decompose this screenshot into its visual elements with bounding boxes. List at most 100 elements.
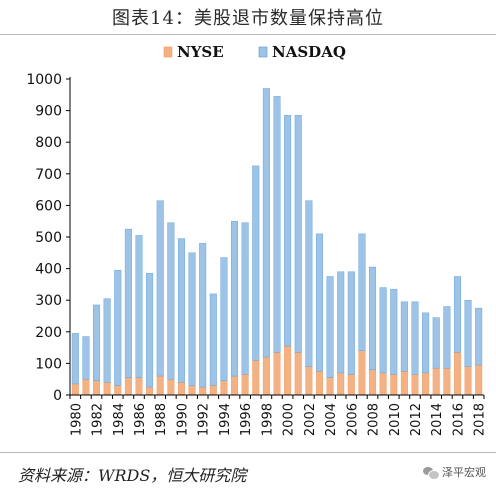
bar-nasdaq-1995 [231,220,239,377]
bar-nasdaq-2011 [400,301,408,372]
bar-nyse-1989 [167,379,175,396]
bar-nyse-1993 [209,385,217,396]
bar-nasdaq-1990 [177,238,185,383]
title-bar: 图表14：美股退市数量保持高位 [0,0,496,35]
x-tick-label-1982: 1982 [91,403,106,436]
bar-nyse-2018 [475,364,483,396]
x-tick-label-1990: 1990 [175,403,190,436]
y-tick-label-100: 100 [35,356,62,372]
bar-nasdaq-2008 [369,266,377,370]
bar-nasdaq-2017 [464,300,472,367]
bar-nyse-1988 [156,375,164,396]
bar-nyse-1985 [124,377,132,396]
bar-nasdaq-1993 [209,293,217,386]
x-tick-label-1996: 1996 [239,403,254,436]
bar-nyse-2011 [400,371,408,396]
y-tick-label-500: 500 [35,230,62,246]
chart-title: 图表14：美股退市数量保持高位 [112,8,384,29]
x-tick-label-2016: 2016 [451,403,466,436]
x-tick-label-1986: 1986 [133,403,148,436]
bar-nasdaq-1996 [241,222,249,375]
wechat-icon [423,466,440,480]
bar-nyse-1986 [135,377,143,396]
x-tick-label-2004: 2004 [324,403,339,436]
y-tick-label-1000: 1000 [26,72,62,88]
bar-nasdaq-1994 [220,257,228,381]
legend-label-nasdaq: NASDAQ [272,43,346,61]
bar-nyse-1982 [93,380,101,396]
bar-nyse-1987 [146,386,154,396]
y-tick-label-300: 300 [35,293,62,309]
bar-nasdaq-2010 [390,288,398,375]
x-tick-label-2000: 2000 [282,403,297,436]
bar-nyse-1984 [114,385,122,396]
bar-nyse-2007 [358,350,366,396]
bar-nasdaq-2013 [422,312,430,374]
bar-nasdaq-1999 [273,96,281,353]
bar-nyse-2013 [422,372,430,396]
bar-nasdaq-2007 [358,233,366,351]
bar-nasdaq-2014 [432,317,440,369]
bar-nyse-2016 [453,352,461,396]
legend-swatch-nyse [163,46,173,58]
bar-nyse-2001 [294,352,302,396]
bar-nyse-2012 [411,374,419,396]
watermark: 泽平宏观 [423,464,486,480]
bar-nasdaq-1986 [135,235,143,378]
bar-nasdaq-1987 [146,273,154,388]
bar-nyse-2002 [305,366,313,396]
legend-swatch-nasdaq [258,46,268,58]
y-tick-label-800: 800 [35,135,62,151]
bar-nasdaq-1984 [114,269,122,386]
bar-nasdaq-1985 [124,228,132,378]
bar-nyse-2003 [315,371,323,396]
bar-nyse-2014 [432,367,440,396]
y-tick-label-0: 0 [53,388,62,404]
bar-nasdaq-2005 [337,271,345,374]
bar-nyse-2005 [337,372,345,396]
bar-nyse-2017 [464,366,472,396]
y-tick-label-700: 700 [35,167,62,183]
bar-nasdaq-2000 [284,115,292,347]
bar-nyse-2000 [284,345,292,396]
bar-nasdaq-2018 [475,307,483,366]
bar-nyse-2015 [443,367,451,396]
bar-nasdaq-1983 [103,298,111,383]
x-tick-label-1984: 1984 [112,403,127,436]
bar-nasdaq-1980 [71,333,79,385]
bar-nyse-1997 [252,360,260,396]
bar-nyse-1994 [220,380,228,396]
bar-nasdaq-1988 [156,200,164,377]
bar-nasdaq-2004 [326,276,334,378]
bar-nasdaq-2003 [315,233,323,372]
source-note: 资料来源：WRDS，恒大研究院 [18,466,247,485]
bar-nasdaq-2002 [305,200,313,367]
bar-nasdaq-1992 [199,243,207,388]
x-tick-label-1992: 1992 [197,403,212,436]
x-tick-label-2006: 2006 [345,403,360,436]
y-tick-label-900: 900 [35,104,62,120]
bar-nasdaq-1991 [188,252,196,386]
x-tick-label-1998: 1998 [260,403,275,436]
y-tick-label-400: 400 [35,262,62,278]
bar-nasdaq-2006 [347,271,355,375]
bar-nyse-2008 [369,369,377,396]
bar-nyse-1996 [241,374,249,396]
legend-label-nyse: NYSE [177,43,224,61]
x-tick-label-2008: 2008 [367,403,382,436]
bar-nyse-1990 [177,382,185,396]
bar-nasdaq-2009 [379,287,387,374]
bar-nyse-1998 [262,356,270,396]
x-tick-label-2002: 2002 [303,403,318,436]
x-tick-label-2012: 2012 [409,403,424,436]
bar-nyse-2006 [347,374,355,396]
bar-nyse-1991 [188,385,196,396]
x-tick-label-1980: 1980 [69,403,84,436]
bar-nasdaq-1981 [82,336,90,380]
bar-nyse-2009 [379,372,387,396]
y-tick-label-200: 200 [35,325,62,341]
x-tick-label-1988: 1988 [154,403,169,436]
watermark-text: 泽平宏观 [442,466,486,479]
x-tick-label-2010: 2010 [388,403,403,436]
footer: 资料来源：WRDS，恒大研究院 泽平宏观 [0,452,496,492]
